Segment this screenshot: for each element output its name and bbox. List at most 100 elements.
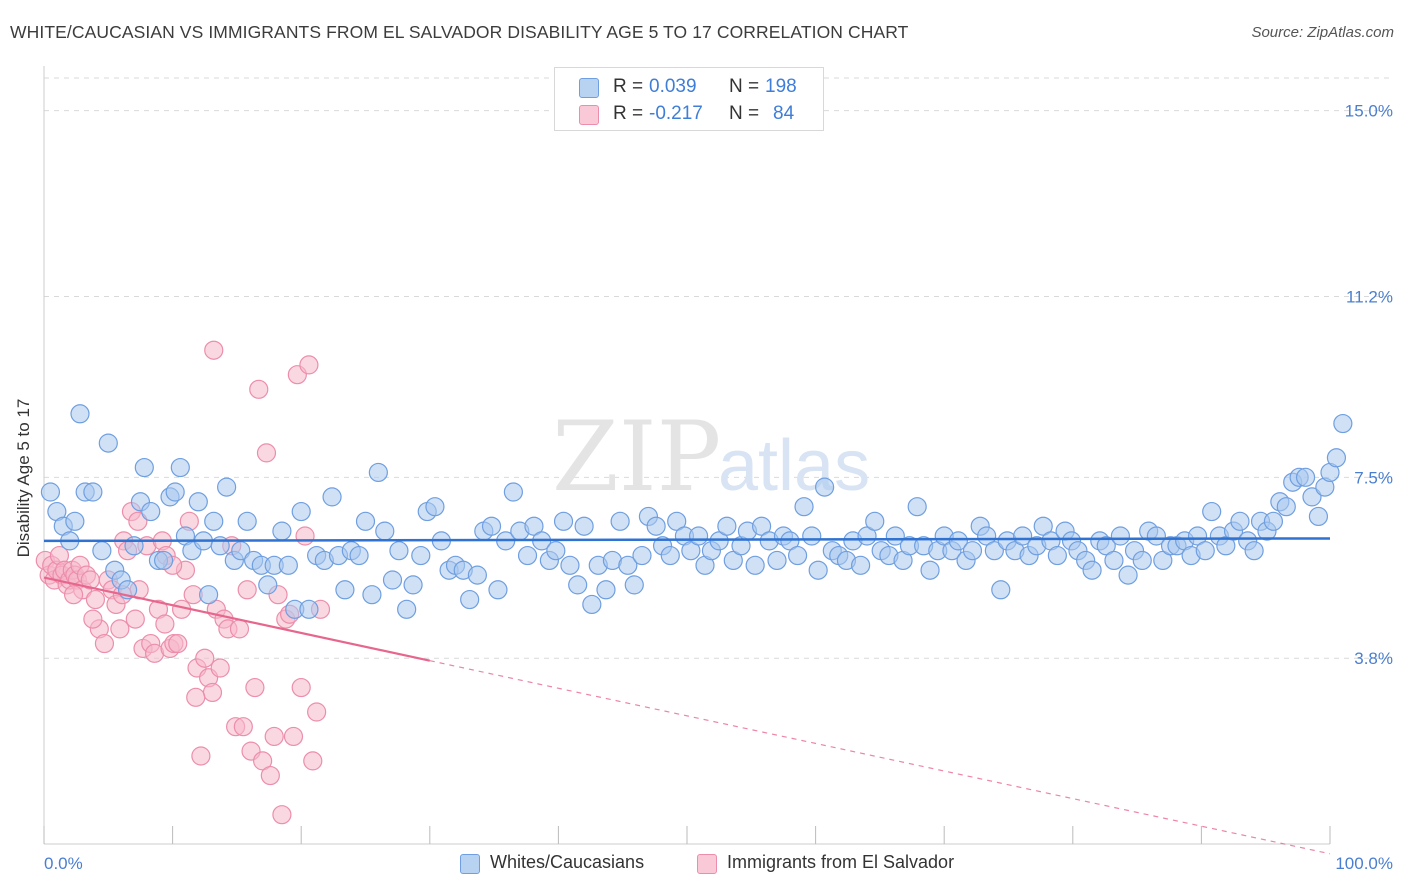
point-whites [1302,487,1322,507]
point-el-salvador [233,717,253,737]
y-tick-label: 7.5% [1354,468,1393,487]
point-whites [389,541,409,561]
point-whites [1333,413,1353,434]
point-el-salvador [307,702,327,722]
point-whites [610,511,630,531]
point-whites [1013,526,1033,546]
source-label: Source: ZipAtlas.com [1251,24,1394,41]
point-whites [546,541,566,561]
point-el-salvador [264,726,284,747]
point-whites [467,565,487,585]
point-whites [624,575,644,595]
point-whites [382,570,403,590]
point-el-salvador [83,609,103,629]
point-el-salvador [195,648,215,668]
point-el-salvador [237,580,257,600]
point-whites [272,521,292,541]
point-whites [1244,541,1264,561]
point-whites [1326,448,1347,468]
point-whites [65,511,85,531]
point-whites [660,545,680,566]
point-whites [349,545,369,566]
point-whites [278,555,298,575]
point-whites [517,545,538,566]
point-whites [1146,526,1166,546]
point-whites [688,526,709,546]
legend-r-value-el-salvador: -0.217 [649,103,703,124]
point-whites [488,580,508,600]
point-whites [165,482,185,502]
point-whites [808,560,828,580]
trend-line-el-salvador [43,576,431,662]
point-whites [1082,560,1102,580]
point-el-salvador [202,682,223,703]
point-whites [991,580,1011,600]
series-whites-points [40,404,1353,619]
legend-r-label: R = [613,103,644,124]
point-el-salvador [291,677,311,698]
grid-lines [44,77,1392,659]
point-whites [40,482,61,502]
point-whites [767,550,787,571]
point-whites [199,585,219,605]
x-tick-label-max: 100.0% [1335,854,1393,873]
point-el-salvador [249,379,269,399]
point-el-salvador [295,526,315,546]
point-el-salvador [85,589,106,610]
legend-swatch-el-salvador [579,105,599,125]
point-whites [355,511,376,531]
x-tick-label-min: 0.0% [44,854,83,873]
legend-swatch-whites [579,78,599,98]
point-el-salvador [299,355,319,375]
point-whites [745,555,765,575]
point-whites [574,516,594,536]
point-whites [851,555,871,575]
point-whites [632,545,652,566]
y-tick-labels: 3.8% 7.5% 11.2% 15.0% [1345,102,1393,669]
point-el-salvador [63,585,84,605]
trend-lines [43,537,1331,855]
point-whites [794,497,814,517]
legend-n-label: N = [729,76,760,97]
point-el-salvador [168,633,188,654]
legend-row-el-salvador: R = -0.217 N = 84 [555,101,823,129]
y-axis-label: Disability Age 5 to 17 [14,398,33,558]
trend-line-whites [43,537,1331,543]
point-whites [596,580,616,600]
legend-row-whites: R = 0.039 N = 198 [555,74,823,102]
point-el-salvador [125,609,145,629]
point-whites [984,541,1004,561]
y-tick-label: 11.2% [1346,287,1393,306]
chart-title: WHITE/CAUCASIAN VS IMMIGRANTS FROM EL SA… [10,22,909,42]
axes [43,66,1331,845]
watermark-zip: ZIP [552,401,721,513]
legend-r-value-whites: 0.039 [649,76,697,97]
point-el-salvador [245,677,265,698]
bottom-legend-label-whites: Whites/Caucasians [490,852,645,872]
point-whites [1118,565,1138,585]
point-whites [802,526,822,546]
point-whites [375,521,395,541]
point-whites [646,516,666,536]
bottom-legend-label-el-salvador: Immigrants from El Salvador [727,852,955,872]
point-whites [1230,511,1250,531]
point-el-salvador [210,658,230,678]
point-whites [948,531,968,551]
point-el-salvador [303,751,323,771]
point-whites [362,585,382,605]
point-whites [503,482,523,502]
point-whites [815,477,835,497]
watermark: ZIP atlas [552,401,870,513]
point-whites [335,580,355,600]
point-el-salvador [260,765,280,786]
point-whites [962,541,983,561]
point-whites [258,575,278,595]
point-whites [411,545,431,566]
point-el-salvador [155,614,175,634]
point-el-salvador [272,805,292,825]
watermark-atlas: atlas [718,426,870,506]
point-whites [907,497,927,517]
point-el-salvador [204,340,224,360]
point-whites [92,541,112,561]
x-tick-labels: 0.0% 100.0% [44,854,1393,873]
